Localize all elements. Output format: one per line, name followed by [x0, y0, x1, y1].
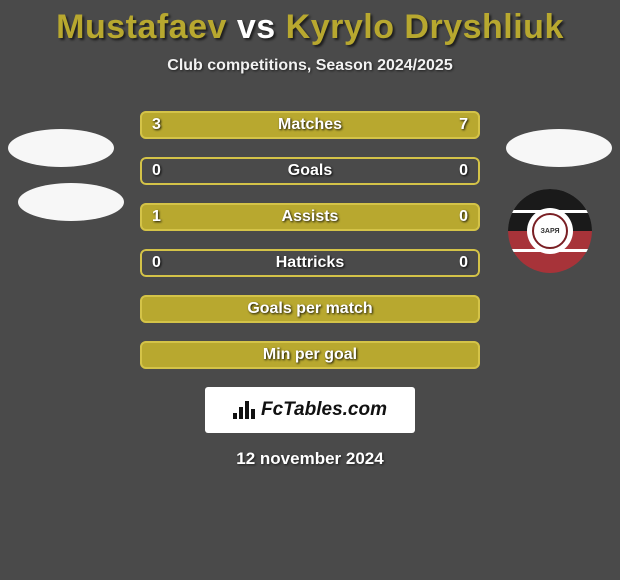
badge-center: ЗАРЯ — [527, 208, 573, 254]
player-left-placeholder-2 — [18, 183, 124, 221]
stat-row: 10Assists — [140, 203, 480, 231]
player-right-placeholder — [506, 129, 612, 167]
club-badge: ЗАРЯ — [508, 189, 592, 273]
stat-label: Goals per match — [140, 295, 480, 323]
stat-row: Goals per match — [140, 295, 480, 323]
player-left-placeholder-1 — [8, 129, 114, 167]
date-label: 12 november 2024 — [0, 449, 620, 469]
badge-label: ЗАРЯ — [532, 213, 568, 249]
bar — [233, 413, 237, 419]
title-left: Mustafaev — [56, 8, 227, 46]
stat-row: Min per goal — [140, 341, 480, 369]
stat-label: Goals — [140, 157, 480, 185]
stats-rows: 37Matches 00Goals 10Assists 00Hattricks Goal… — [140, 111, 480, 369]
branding-banner: FcTables.com — [205, 387, 415, 433]
stat-label: Hattricks — [140, 249, 480, 277]
subtitle: Club competitions, Season 2024/2025 — [0, 57, 620, 75]
bar — [239, 407, 243, 419]
stat-label: Assists — [140, 203, 480, 231]
stat-row: 37Matches — [140, 111, 480, 139]
bar — [251, 409, 255, 419]
bar — [245, 401, 249, 419]
stat-row: 00Hattricks — [140, 249, 480, 277]
page-title: Mustafaev vs Kyrylo Dryshliuk — [0, 0, 620, 47]
title-vs: vs — [237, 8, 276, 46]
bars-chart-icon — [233, 401, 255, 419]
stat-label: Min per goal — [140, 341, 480, 369]
branding-text: FcTables.com — [261, 399, 387, 421]
title-right: Kyrylo Dryshliuk — [286, 8, 564, 46]
stats-section: ЗАРЯ 37Matches 00Goals 10Assists 00Hattrick… — [0, 111, 620, 369]
stat-row: 00Goals — [140, 157, 480, 185]
stat-label: Matches — [140, 111, 480, 139]
